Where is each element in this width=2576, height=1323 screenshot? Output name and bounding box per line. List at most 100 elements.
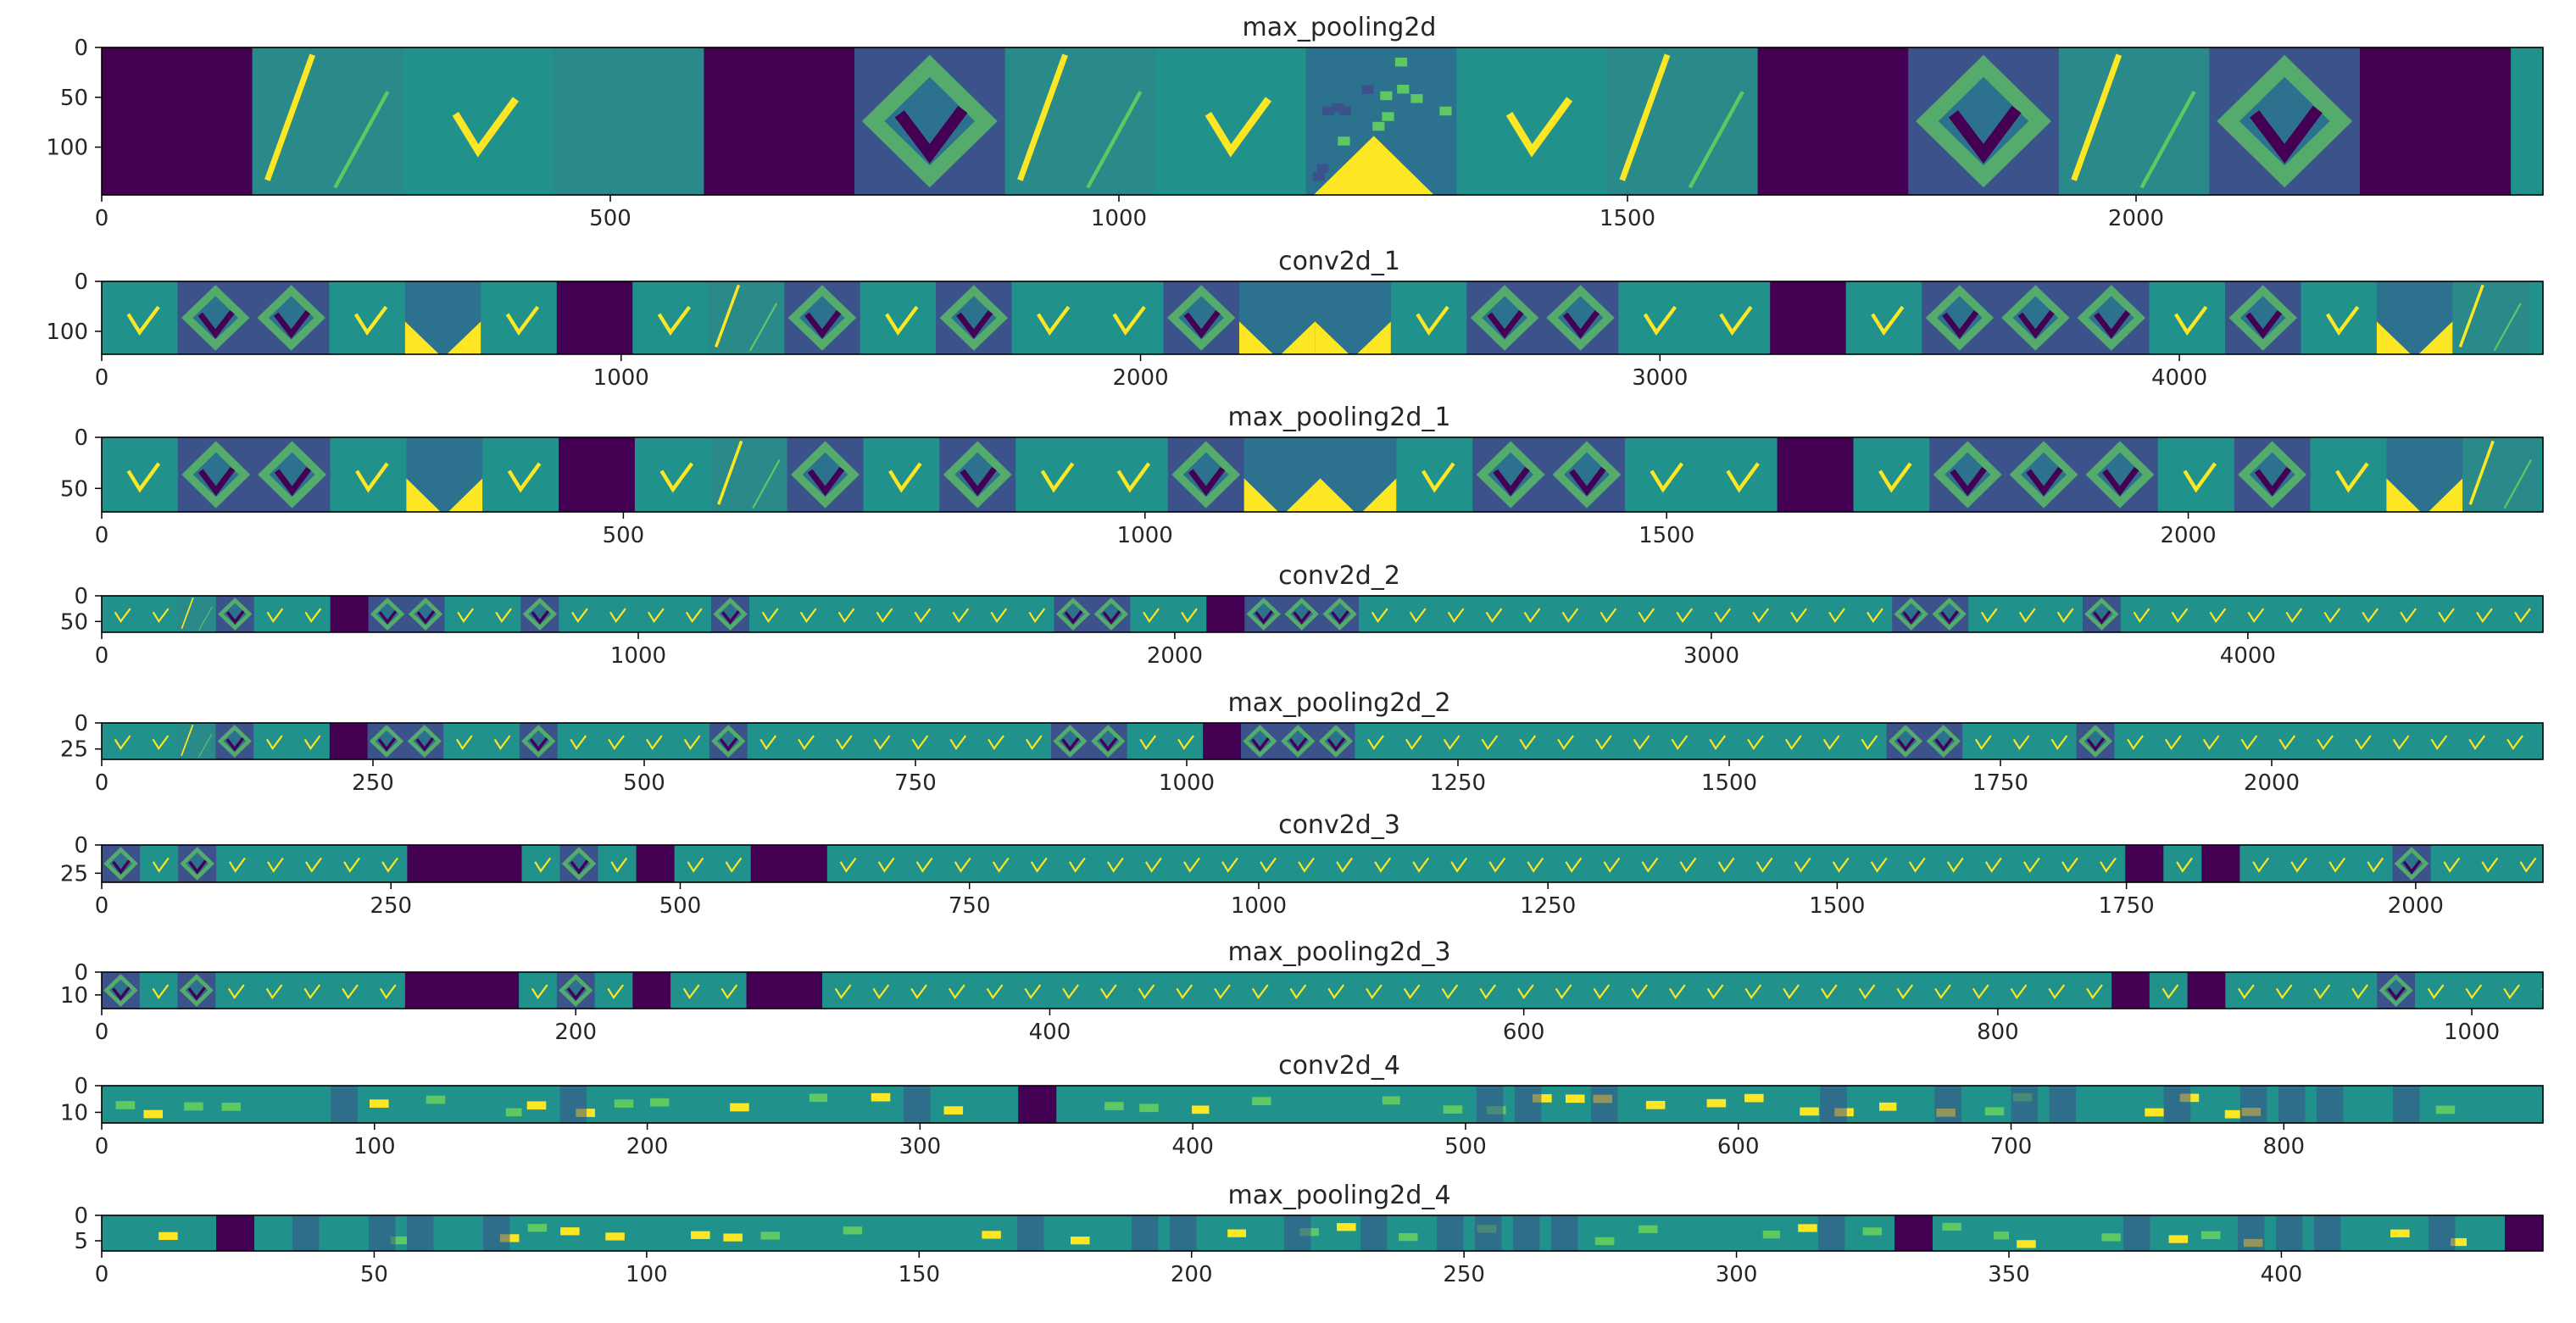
channel-tile [2120, 596, 2160, 632]
channel-tile [559, 596, 598, 632]
x-tick-label: 1000 [1159, 770, 1215, 796]
channel-tile [975, 723, 1014, 759]
channel-tile [2234, 437, 2312, 512]
channel-tile [822, 972, 861, 1009]
channel-tile [1011, 281, 1088, 354]
channel-tile [2311, 596, 2350, 632]
x-tick-label: 400 [2261, 1262, 2303, 1287]
channel-tile [712, 1215, 751, 1251]
channel-tile [2354, 1086, 2394, 1123]
channel-tile [1972, 1086, 2012, 1123]
channel-tile [1734, 723, 1773, 759]
channel-tile [1624, 437, 1702, 512]
panel-title: conv2d_2 [1278, 561, 1400, 591]
channel-tile [177, 972, 216, 1009]
channel-tile [2360, 47, 2512, 195]
channel-tile [1361, 1086, 1402, 1123]
channel-tile [2044, 596, 2084, 632]
channel-tile [1770, 972, 1809, 1009]
y-tick-label: 50 [60, 609, 88, 635]
channel-tile [1054, 596, 1093, 632]
channel-tile [1770, 281, 1847, 354]
x-tick-label: 300 [899, 1134, 942, 1159]
channel-tile [597, 596, 636, 632]
channel-tile [1355, 723, 1394, 759]
channel-tile [1934, 1086, 1973, 1123]
x-tick-label: 0 [95, 365, 109, 391]
channel-tile [826, 1086, 866, 1123]
channel-tile [941, 1215, 980, 1251]
feature-map-image [102, 972, 2543, 1009]
channel-tile [1285, 1086, 1325, 1123]
channel-tile [2087, 845, 2126, 882]
channel-tile [2316, 845, 2356, 882]
channel-tile [368, 596, 408, 632]
channel-tile [2224, 281, 2301, 354]
x-tick-label: 0 [95, 1262, 109, 1287]
channel-tile [861, 723, 900, 759]
channel-tile [2349, 596, 2388, 632]
channel-tile [1472, 437, 1549, 512]
x-tick-label: 600 [1717, 1134, 1760, 1159]
channel-tile [1056, 845, 1095, 882]
channel-tile [559, 437, 636, 512]
channel-tile [331, 1086, 370, 1123]
channel-tile [292, 845, 331, 882]
channel-tile [1396, 596, 1436, 632]
channel-tile [1853, 437, 1930, 512]
channel-tile [2354, 845, 2394, 882]
channel-tile [863, 437, 940, 512]
channel-tile [1246, 1215, 1285, 1251]
channel-tile [2152, 723, 2191, 759]
channel-tile [903, 1215, 942, 1251]
channel-tile [1549, 437, 1626, 512]
channel-tile [2011, 1086, 2050, 1123]
x-tick-label: 150 [898, 1262, 940, 1287]
channel-tile [1092, 596, 1131, 632]
channel-tile [1004, 47, 1156, 195]
channel-tile [1607, 47, 1759, 195]
channel-tile [860, 972, 899, 1009]
channel-tile [904, 1086, 943, 1123]
channel-tile [854, 47, 1006, 195]
x-tick-label: 1250 [1430, 770, 1486, 796]
y-tick-label: 25 [60, 861, 88, 887]
channel-tile [253, 972, 292, 1009]
channel-tile [1782, 1086, 1821, 1123]
y-tick-label: 0 [74, 711, 88, 737]
channel-tile [1933, 1215, 1972, 1251]
channel-tile [1206, 596, 1245, 632]
axes-frame [101, 722, 2544, 760]
axes-frame [101, 971, 2544, 1009]
channel-tile [1428, 972, 1468, 1009]
x-tick-label: 500 [589, 206, 631, 231]
channel-tile [292, 723, 331, 759]
x-tick-label: 2000 [2108, 206, 2164, 231]
x-tick-label: 250 [352, 770, 394, 796]
channel-tile [750, 845, 790, 882]
channel-tile [557, 723, 596, 759]
channel-tile [1629, 1086, 1668, 1123]
channel-tile [177, 723, 216, 759]
channel-tile [1962, 723, 2001, 759]
channel-tile [1857, 845, 1897, 882]
channel-tile [2187, 972, 2226, 1009]
channel-tile [939, 596, 979, 632]
channel-tile [369, 845, 408, 882]
channel-tile [598, 1086, 637, 1123]
channel-tile [2111, 972, 2150, 1009]
panel-title: max_pooling2d_4 [1227, 1181, 1450, 1210]
y-tick-label: 0 [74, 425, 88, 451]
channel-tile [292, 1086, 331, 1123]
channel-tile [2239, 1086, 2279, 1123]
channel-tile [102, 281, 178, 354]
channel-tile [635, 596, 674, 632]
x-tick-label: 1500 [1809, 893, 1865, 919]
channel-tile [2006, 437, 2083, 512]
channel-tile [139, 596, 179, 632]
channel-tile [216, 845, 255, 882]
channel-tile [331, 1215, 370, 1251]
channel-tile [2225, 972, 2264, 1009]
channel-tile [980, 1086, 1019, 1123]
channel-tile [979, 1215, 1018, 1251]
